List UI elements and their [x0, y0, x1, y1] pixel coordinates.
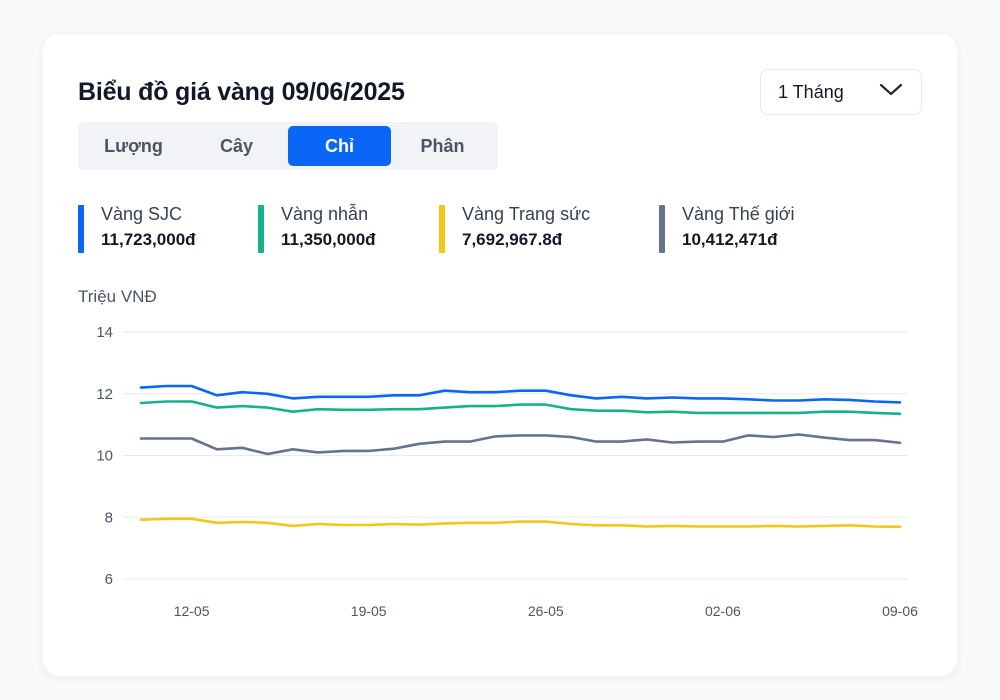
- time-range-value: 1 Tháng: [778, 81, 844, 102]
- price-line-chart: 14 12 10 8 6 12-05 19-05 26-05 02-06 09-06: [96, 324, 918, 619]
- x-tick-label: 12-05: [174, 603, 210, 619]
- legend-name: Vàng nhẫn: [281, 204, 369, 224]
- legend-name: Vàng SJC: [101, 204, 183, 224]
- chevron-down-icon: [879, 83, 903, 102]
- y-tick-label: 14: [96, 324, 113, 341]
- page-title: Biểu đồ giá vàng 09/06/2025: [78, 78, 405, 106]
- gold-price-card: Biểu đồ giá vàng 09/06/2025 1 Tháng Lượn…: [43, 34, 957, 676]
- tab-cay[interactable]: Cây: [219, 135, 254, 156]
- series-line: [139, 433, 902, 456]
- legend-value: 7,692,967.8đ: [462, 230, 563, 249]
- x-tick-label: 19-05: [351, 603, 387, 619]
- y-tick-label: 8: [105, 509, 113, 526]
- x-tick-label: 26-05: [528, 603, 564, 619]
- tab-chi[interactable]: Chỉ: [288, 126, 391, 166]
- y-tick-label: 10: [96, 448, 113, 465]
- legend-value: 11,350,000đ: [281, 230, 376, 249]
- legend-color-swatch: [258, 205, 264, 253]
- time-range-dropdown[interactable]: 1 Tháng: [760, 69, 922, 115]
- legend-name: Vàng Trang sức: [462, 204, 591, 224]
- series-line: [139, 384, 902, 404]
- x-tick-label: 02-06: [705, 603, 741, 619]
- series-line: [139, 400, 902, 416]
- unit-tabs: Lượng Cây Chỉ Phân: [78, 122, 498, 170]
- legend-value: 10,412,471đ: [682, 230, 778, 249]
- x-tick-label: 09-06: [882, 603, 918, 619]
- y-tick-label: 12: [96, 386, 113, 403]
- legend-color-swatch: [659, 205, 665, 253]
- y-tick-label: 6: [105, 571, 113, 588]
- legend-value: 11,723,000đ: [101, 230, 196, 249]
- chart-legend: Vàng SJC 11,723,000đ Vàng nhẫn 11,350,00…: [78, 204, 918, 254]
- y-axis-label: Triệu VNĐ: [78, 287, 157, 306]
- tab-luong[interactable]: Lượng: [104, 135, 163, 156]
- legend-color-swatch: [439, 205, 445, 253]
- tab-phan[interactable]: Phân: [420, 135, 465, 156]
- legend-color-swatch: [78, 205, 84, 253]
- legend-name: Vàng Thế giới: [682, 204, 795, 224]
- series-line: [139, 517, 902, 529]
